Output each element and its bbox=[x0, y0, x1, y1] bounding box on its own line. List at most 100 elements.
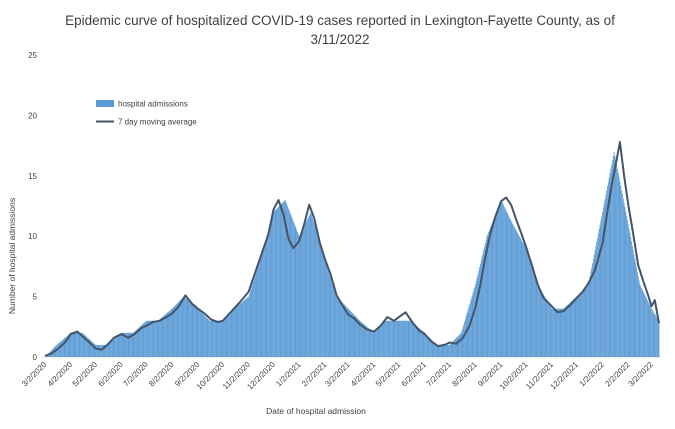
bar bbox=[632, 250, 634, 357]
bar bbox=[347, 308, 349, 357]
bar bbox=[381, 324, 383, 357]
bar bbox=[226, 316, 228, 357]
bar bbox=[430, 339, 432, 357]
bar bbox=[424, 332, 426, 357]
x-tick-label: 12/2/2020 bbox=[245, 360, 277, 392]
bar bbox=[420, 329, 421, 357]
bar bbox=[388, 320, 390, 357]
bar bbox=[85, 335, 87, 357]
bar bbox=[403, 320, 405, 357]
bar bbox=[494, 217, 495, 357]
bar bbox=[646, 300, 648, 357]
bar bbox=[422, 331, 424, 357]
bar bbox=[311, 214, 313, 357]
bar bbox=[631, 241, 632, 357]
bar bbox=[282, 202, 284, 357]
bar bbox=[487, 234, 489, 357]
chart-title-line-1: Epidemic curve of hospitalized COVID-19 … bbox=[65, 13, 615, 28]
bar bbox=[622, 194, 623, 357]
bar bbox=[94, 344, 96, 357]
bar bbox=[587, 285, 588, 357]
bar bbox=[91, 341, 92, 357]
bar bbox=[303, 225, 305, 357]
bar bbox=[535, 279, 537, 357]
bar bbox=[62, 339, 63, 357]
bar bbox=[369, 329, 371, 357]
bar bbox=[533, 274, 535, 357]
bar bbox=[174, 306, 176, 357]
x-tick-label: 6/2/2021 bbox=[400, 360, 429, 389]
bar bbox=[157, 320, 159, 357]
bar bbox=[160, 318, 161, 357]
bar bbox=[635, 262, 637, 357]
bar bbox=[382, 323, 384, 357]
bar bbox=[366, 327, 368, 357]
bar bbox=[358, 319, 360, 357]
bar bbox=[484, 246, 485, 357]
bar bbox=[514, 228, 516, 357]
bar bbox=[213, 320, 215, 357]
bar bbox=[312, 217, 313, 357]
bar bbox=[442, 344, 444, 357]
bar bbox=[316, 231, 318, 357]
bar bbox=[250, 288, 252, 357]
bar bbox=[356, 318, 358, 357]
bar bbox=[498, 206, 500, 357]
bar bbox=[362, 323, 364, 357]
bar bbox=[148, 320, 150, 357]
bar bbox=[158, 320, 160, 357]
bar bbox=[208, 319, 210, 357]
bar bbox=[485, 239, 487, 357]
bar bbox=[269, 224, 271, 357]
bar bbox=[645, 296, 647, 357]
bar bbox=[57, 344, 58, 357]
bar bbox=[569, 302, 571, 357]
bar bbox=[265, 239, 267, 357]
bar bbox=[350, 311, 352, 357]
bar bbox=[293, 221, 294, 357]
bar bbox=[244, 299, 246, 357]
bar bbox=[263, 245, 265, 357]
bar bbox=[560, 308, 562, 357]
bar bbox=[349, 310, 351, 357]
bar bbox=[272, 215, 274, 357]
bar bbox=[484, 243, 486, 357]
bar bbox=[300, 232, 302, 357]
bar bbox=[631, 245, 633, 357]
bar bbox=[188, 300, 190, 357]
x-tick-label: 4/2/2020 bbox=[46, 360, 75, 389]
bar bbox=[396, 320, 397, 357]
bar bbox=[464, 318, 466, 357]
bar bbox=[456, 337, 458, 357]
bar bbox=[56, 344, 58, 357]
bar bbox=[123, 332, 125, 357]
bar bbox=[613, 151, 615, 357]
bar bbox=[134, 331, 136, 357]
bar bbox=[62, 339, 64, 357]
bar bbox=[322, 251, 323, 357]
bar bbox=[180, 300, 181, 357]
bar bbox=[229, 313, 230, 357]
bar bbox=[592, 263, 593, 357]
bar bbox=[621, 190, 623, 357]
bar bbox=[553, 308, 555, 357]
bar bbox=[209, 320, 210, 357]
bar bbox=[371, 331, 373, 357]
bar bbox=[68, 334, 70, 357]
bar bbox=[548, 302, 549, 357]
bar bbox=[519, 237, 521, 357]
bar bbox=[581, 291, 583, 357]
bar bbox=[211, 320, 213, 357]
bar bbox=[147, 320, 149, 357]
bar bbox=[566, 305, 568, 357]
bar bbox=[254, 275, 256, 357]
bar bbox=[219, 320, 220, 357]
x-tick-label: 4/2/2021 bbox=[349, 360, 378, 389]
bar bbox=[404, 320, 406, 357]
bar bbox=[552, 308, 554, 357]
bar bbox=[60, 341, 62, 357]
bar bbox=[481, 256, 483, 357]
bar bbox=[86, 336, 87, 357]
bar bbox=[261, 254, 263, 357]
bar bbox=[460, 332, 462, 357]
